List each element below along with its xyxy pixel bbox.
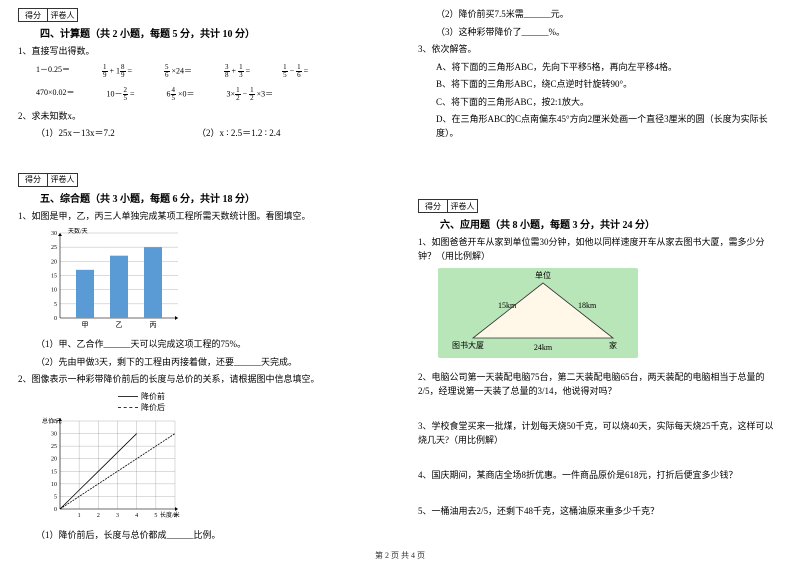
svg-text:家: 家 (609, 340, 617, 350)
svg-text:0: 0 (54, 507, 57, 513)
legend-line-icon (118, 396, 138, 397)
svg-text:2: 2 (97, 513, 100, 519)
expr: 19 + 189 = (102, 64, 132, 79)
svg-text:30: 30 (51, 231, 57, 237)
q5-1: 1、如图是甲，乙，丙三人单独完成某项工程所需天数统计图。看图填空。 (18, 210, 382, 224)
svg-text:单位: 单位 (535, 270, 551, 280)
q4-2b: （2）x ∶ 2.5＝1.2 ∶ 2.4 (197, 128, 280, 138)
r-q3b: B、将下面的三角形ABC，绕C点逆时针旋转90°。 (436, 78, 782, 92)
triangle-diagram: 单位图书大厦 家 15km 18km 24km (438, 268, 638, 358)
svg-text:甲: 甲 (82, 321, 89, 329)
score-cell: 得分 (18, 8, 48, 22)
q4-1: 1、直接写出得数。 (18, 45, 382, 59)
svg-text:总价/元: 总价/元 (42, 417, 62, 425)
legend-dash-icon (118, 407, 138, 408)
r-q3: 3、依次解答。 (418, 43, 782, 57)
svg-text:15km: 15km (498, 301, 517, 310)
q5-2a: （1）降价前后，长度与总价都成______比例。 (36, 529, 382, 543)
grader-cell: 评卷人 (48, 8, 78, 22)
section-6-title: 六、应用题（共 8 小题，每题 3 分，共计 24 分） (440, 216, 655, 231)
svg-text:丙: 丙 (150, 321, 157, 329)
svg-text:5: 5 (154, 513, 157, 519)
svg-text:10: 10 (51, 481, 57, 487)
r-l1: （2）降价前买7.5米需______元。 (436, 8, 782, 22)
q6-5: 5、一桶油用去2/5，还剩下48千克，这桶油原来重多少千克？ (418, 505, 782, 519)
svg-text:3: 3 (116, 513, 119, 519)
svg-text:长度/米: 长度/米 (160, 511, 180, 519)
formula-row-2: 470×0.02＝ 10－25 = 645 ×0＝ 3×12 − 12 ×3＝ (36, 87, 382, 102)
bar-chart: 0 5 10 15 20 25 30 天数/天甲 乙 丙 (38, 228, 178, 333)
q6-3: 3、学校食堂买来一批煤，计划每天烧50千克，可以烧40天，实际每天烧25千克，这… (418, 420, 782, 447)
svg-text:24km: 24km (534, 343, 553, 352)
svg-text:15: 15 (51, 469, 57, 475)
svg-text:20: 20 (51, 259, 57, 265)
legend-label-2: 降价后 (141, 402, 165, 413)
legend: 降价前 降价后 (118, 391, 382, 413)
expr: 38 + 13 = (224, 64, 250, 79)
svg-text:图书大厦: 图书大厦 (452, 340, 484, 350)
expr: 470×0.02＝ (36, 87, 75, 102)
svg-text:20: 20 (51, 456, 57, 462)
q4-2a: （1）25x－13x＝7.2 (36, 128, 115, 138)
svg-text:乙: 乙 (116, 321, 123, 329)
page-footer: 第 2 页 共 4 页 (0, 550, 800, 561)
legend-label-1: 降价前 (141, 391, 165, 402)
svg-text:18km: 18km (578, 301, 597, 310)
expr: 10－25 = (107, 87, 135, 102)
expr: 3×12 − 12 ×3＝ (227, 87, 274, 102)
svg-text:10: 10 (51, 288, 57, 294)
score-cell: 得分 (18, 173, 48, 187)
r-q3c: C、将下面的三角形ABC，按2:1放大。 (436, 96, 782, 110)
svg-text:25: 25 (51, 444, 57, 450)
svg-text:0: 0 (54, 316, 57, 322)
section-5-title: 五、综合题（共 3 小题，每题 6 分，共计 18 分） (40, 190, 255, 205)
svg-text:15: 15 (51, 274, 57, 280)
r-q3d: D、在三角形ABC的C点南偏东45°方向2厘米处画一个直径3厘米的圆（长度为实际… (436, 113, 782, 140)
svg-text:天数/天: 天数/天 (68, 228, 88, 235)
grader-cell: 评卷人 (48, 173, 78, 187)
formula-row-1: 1－0.25＝ 19 + 189 = 56 ×24＝ 38 + 13 = 15 … (36, 64, 382, 79)
line-chart: 51015202530350123456总价/元长度/米 (38, 416, 188, 526)
q4-2-row: （1）25x－13x＝7.2 （2）x ∶ 2.5＝1.2 ∶ 2.4 (18, 127, 382, 141)
expr: 15 − 16 = (282, 64, 308, 79)
q5-1b: （2）先由甲做3天，剩下的工程由丙接着做，还要______天完成。 (36, 356, 382, 370)
q6-4: 4、国庆期间，某商店全场8折优惠。一件商品原价是618元，打折后便宜多少钱？ (418, 469, 782, 483)
q6-2: 2、电脑公司第一天装配电脑75台，第二天装配电脑65台，两天装配的电脑相当于总量… (418, 371, 782, 398)
svg-text:30: 30 (51, 431, 57, 437)
section-4-title: 四、计算题（共 2 小题，每题 5 分，共计 10 分） (40, 25, 255, 40)
q4-2: 2、求未知数x。 (18, 110, 382, 124)
svg-text:5: 5 (54, 494, 57, 500)
q5-2: 2、图像表示一种彩带降价前后的长度与总价的关系，请根据图中信息填空。 (18, 373, 382, 387)
score-cell: 得分 (418, 199, 448, 213)
svg-text:4: 4 (135, 513, 138, 519)
q5-1a: （1）甲、乙合作______天可以完成这项工程的75%。 (36, 338, 382, 352)
expr: 56 ×24＝ (164, 64, 192, 79)
svg-text:1: 1 (78, 513, 81, 519)
r-q3a: A、将下面的三角形ABC，先向下平移5格，再向左平移4格。 (436, 61, 782, 75)
svg-text:5: 5 (54, 302, 57, 308)
q6-1: 1、如图爸爸开车从家到单位需30分钟，如他以同样速度开车从家去图书大厦，需多少分… (418, 236, 782, 263)
expr: 645 ×0＝ (167, 87, 195, 102)
svg-text:25: 25 (51, 245, 57, 251)
r-l2: （3）这种彩带降价了______%。 (436, 26, 782, 40)
grader-cell: 评卷人 (448, 199, 478, 213)
expr: 1－0.25＝ (36, 64, 70, 79)
